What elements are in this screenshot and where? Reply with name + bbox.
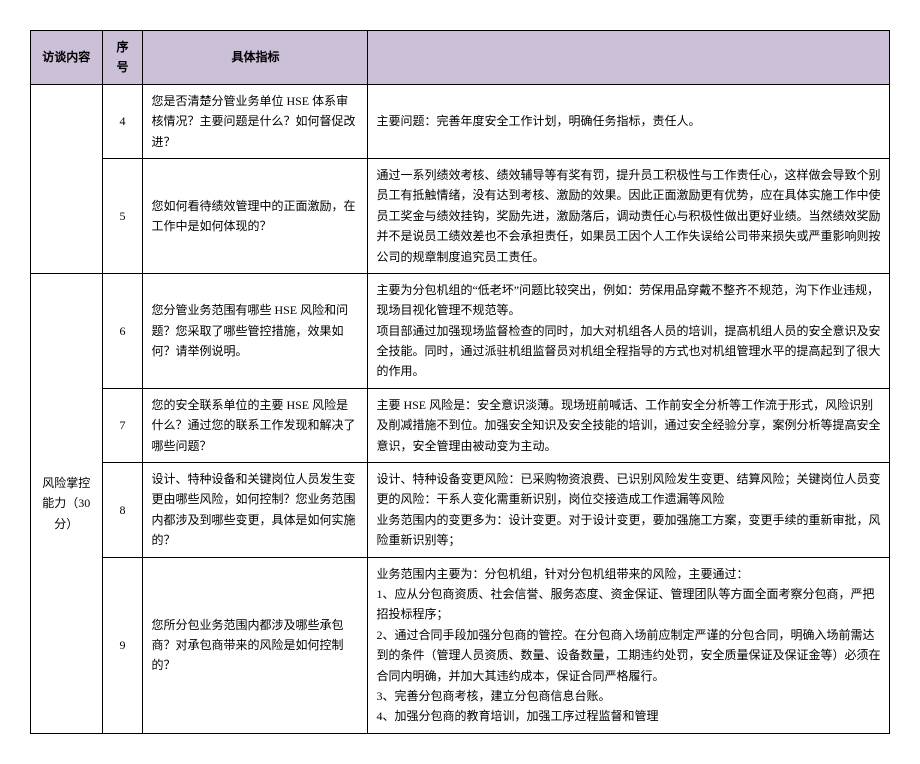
header-indicator: 具体指标 [143,31,368,85]
indicator-cell: 您分管业务范围有哪些 HSE 风险和问题？您采取了哪些管控措施，效果如何？请举例… [143,273,368,388]
indicator-cell: 您的安全联系单位的主要 HSE 风险是什么？通过您的联系工作发现和解决了哪些问题… [143,388,368,462]
table-row: 4 您是否清楚分管业务单位 HSE 体系审核情况？主要问题是什么？如何督促改进？… [31,84,890,158]
header-row: 访谈内容 序号 具体指标 [31,31,890,85]
num-cell: 8 [102,463,143,558]
num-cell: 5 [102,158,143,273]
table-row: 5 您如何看待绩效管理中的正面激励，在工作中是如何体现的？ 通过一系列绩效考核、… [31,158,890,273]
category-cell-1 [31,84,103,273]
indicator-cell: 您所分包业务范围内都涉及哪些承包商？对承包商带来的风险是如何控制的？ [143,557,368,733]
header-number: 序号 [102,31,143,85]
answer-cell: 主要问题：完善年度安全工作计划，明确任务指标，责任人。 [368,84,890,158]
interview-table: 访谈内容 序号 具体指标 4 您是否清楚分管业务单位 HSE 体系审核情况？主要… [30,30,890,734]
table-row: 风险掌控能力（30分） 6 您分管业务范围有哪些 HSE 风险和问题？您采取了哪… [31,273,890,388]
header-answer [368,31,890,85]
indicator-cell: 您如何看待绩效管理中的正面激励，在工作中是如何体现的？ [143,158,368,273]
indicator-cell: 设计、特种设备和关键岗位人员发生变更由哪些风险，如何控制？您业务范围内都涉及到哪… [143,463,368,558]
answer-cell: 通过一系列绩效考核、绩效辅导等有奖有罚，提升员工积极性与工作责任心，这样做会导致… [368,158,890,273]
answer-cell: 业务范围内主要为：分包机组，针对分包机组带来的风险，主要通过：1、应从分包商资质… [368,557,890,733]
answer-cell: 设计、特种设备变更风险：已采购物资浪费、已识别风险发生变更、结算风险；关键岗位人… [368,463,890,558]
num-cell: 6 [102,273,143,388]
answer-cell: 主要 HSE 风险是：安全意识淡薄。现场班前喊话、工作前安全分析等工作流于形式，… [368,388,890,462]
header-category: 访谈内容 [31,31,103,85]
category-cell-2: 风险掌控能力（30分） [31,273,103,733]
table-row: 7 您的安全联系单位的主要 HSE 风险是什么？通过您的联系工作发现和解决了哪些… [31,388,890,462]
num-cell: 7 [102,388,143,462]
num-cell: 4 [102,84,143,158]
indicator-cell: 您是否清楚分管业务单位 HSE 体系审核情况？主要问题是什么？如何督促改进？ [143,84,368,158]
num-cell: 9 [102,557,143,733]
table-row: 8 设计、特种设备和关键岗位人员发生变更由哪些风险，如何控制？您业务范围内都涉及… [31,463,890,558]
table-row: 9 您所分包业务范围内都涉及哪些承包商？对承包商带来的风险是如何控制的？ 业务范… [31,557,890,733]
answer-cell: 主要为分包机组的“低老坏”问题比较突出，例如：劳保用品穿戴不整齐不规范，沟下作业… [368,273,890,388]
